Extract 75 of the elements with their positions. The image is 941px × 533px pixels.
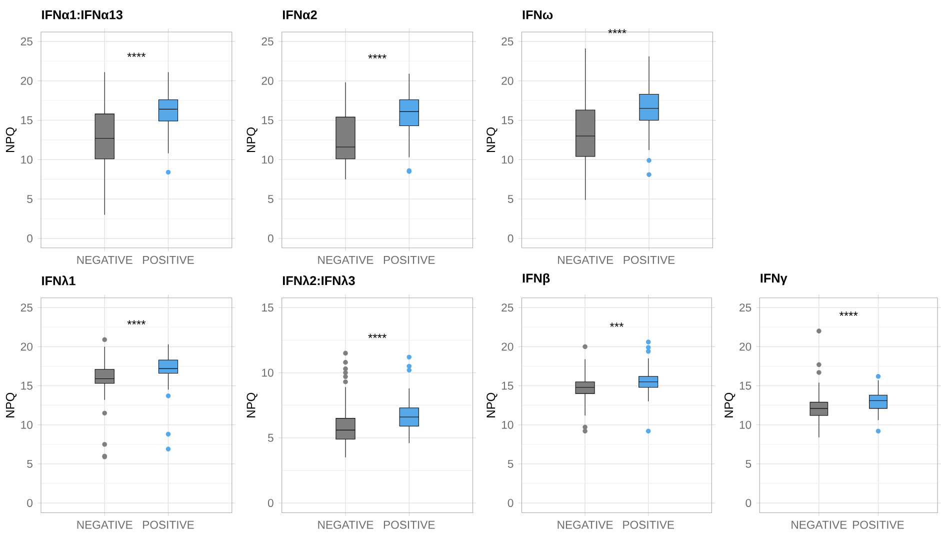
annotation: **** xyxy=(368,334,386,338)
x-tick-label: NEGATIVE xyxy=(318,520,374,529)
y-tick-label: 0 xyxy=(268,234,274,242)
y-tick-label: 0 xyxy=(27,498,32,507)
y-tick-label: 15 xyxy=(502,116,514,124)
y-tick-label: 25 xyxy=(740,303,752,312)
x-tick-label: POSITIVE xyxy=(624,256,675,264)
y-tick-label: 0 xyxy=(268,498,274,507)
x-tick-label: NEGATIVE xyxy=(558,256,614,264)
chart-title: IFNβ xyxy=(522,273,550,286)
y-tick-label: 5 xyxy=(27,194,32,203)
y-tick-label: 10 xyxy=(21,420,32,429)
y-tick-label: 15 xyxy=(740,382,752,390)
y-tick-label: 20 xyxy=(502,342,514,351)
y-tick-label: 15 xyxy=(21,116,32,124)
y-tick-label: 5 xyxy=(746,460,752,468)
x-tick-label: POSITIVE xyxy=(384,256,435,264)
x-tick-label: POSITIVE xyxy=(143,520,194,529)
annotation: **** xyxy=(839,312,858,316)
y-axis-title: NPQ xyxy=(6,127,17,152)
x-tick-label: POSITIVE xyxy=(853,520,904,529)
y-tick-label: 25 xyxy=(262,37,274,46)
y-tick-label: 20 xyxy=(20,342,32,351)
y-tick-label: 5 xyxy=(268,434,274,442)
chart-title: IFNα1:IFNα13 xyxy=(42,10,122,20)
y-tick-label: 0 xyxy=(746,498,752,507)
y-tick-label: 15 xyxy=(262,116,274,124)
y-tick-label: 20 xyxy=(262,76,274,85)
annotation: *** xyxy=(610,322,624,327)
y-tick-label: 25 xyxy=(20,303,32,312)
y-axis-title: NPQ xyxy=(724,392,736,418)
x-tick-label: POSITIVE xyxy=(143,256,194,264)
chart-title: IFNα2 xyxy=(282,10,317,20)
y-axis-title: NPQ xyxy=(246,392,258,418)
y-tick-label: 10 xyxy=(21,156,32,164)
x-tick-label: NEGATIVE xyxy=(77,520,132,529)
x-tick-label: POSITIVE xyxy=(623,520,674,529)
chart-title: IFNω xyxy=(522,10,553,20)
y-tick-label: 5 xyxy=(508,460,514,468)
y-tick-label: 20 xyxy=(502,76,514,85)
y-tick-label: 10 xyxy=(262,368,274,377)
y-tick-label: 0 xyxy=(508,498,514,507)
y-axis-title: NPQ xyxy=(6,392,17,418)
y-axis-title: NPQ xyxy=(246,127,258,152)
y-tick-label: 5 xyxy=(27,460,32,468)
y-tick-label: 25 xyxy=(502,37,514,46)
y-tick-label: 0 xyxy=(27,234,32,242)
y-tick-label: 25 xyxy=(20,37,32,46)
y-tick-label: 25 xyxy=(502,303,514,312)
y-tick-label: 20 xyxy=(20,76,32,85)
y-tick-label: 10 xyxy=(502,156,514,164)
y-tick-label: 15 xyxy=(502,382,514,390)
annotation: **** xyxy=(127,52,146,57)
y-tick-label: 10 xyxy=(262,156,274,164)
chart-title: IFNγ xyxy=(760,274,788,286)
annotation: **** xyxy=(368,54,386,58)
x-tick-label: POSITIVE xyxy=(384,520,435,529)
chart-title: IFNλ1 xyxy=(42,276,76,286)
y-tick-label: 5 xyxy=(268,194,274,203)
y-tick-label: 10 xyxy=(740,420,752,429)
y-tick-label: 15 xyxy=(21,382,32,390)
x-tick-label: NEGATIVE xyxy=(318,256,374,264)
y-tick-label: 10 xyxy=(502,420,514,429)
x-tick-label: NEGATIVE xyxy=(77,256,132,264)
y-tick-label: 15 xyxy=(262,304,274,312)
annotation: **** xyxy=(127,320,146,324)
x-tick-label: NEGATIVE xyxy=(792,520,847,529)
chart-title: IFNλ2:IFNλ3 xyxy=(282,275,355,286)
annotation: **** xyxy=(608,28,626,34)
y-tick-label: 0 xyxy=(508,234,514,242)
y-tick-label: 5 xyxy=(508,194,514,203)
y-axis-title: NPQ xyxy=(486,127,498,152)
x-tick-label: NEGATIVE xyxy=(558,520,613,529)
y-tick-label: 20 xyxy=(740,342,752,351)
y-axis-title: NPQ xyxy=(486,392,498,418)
